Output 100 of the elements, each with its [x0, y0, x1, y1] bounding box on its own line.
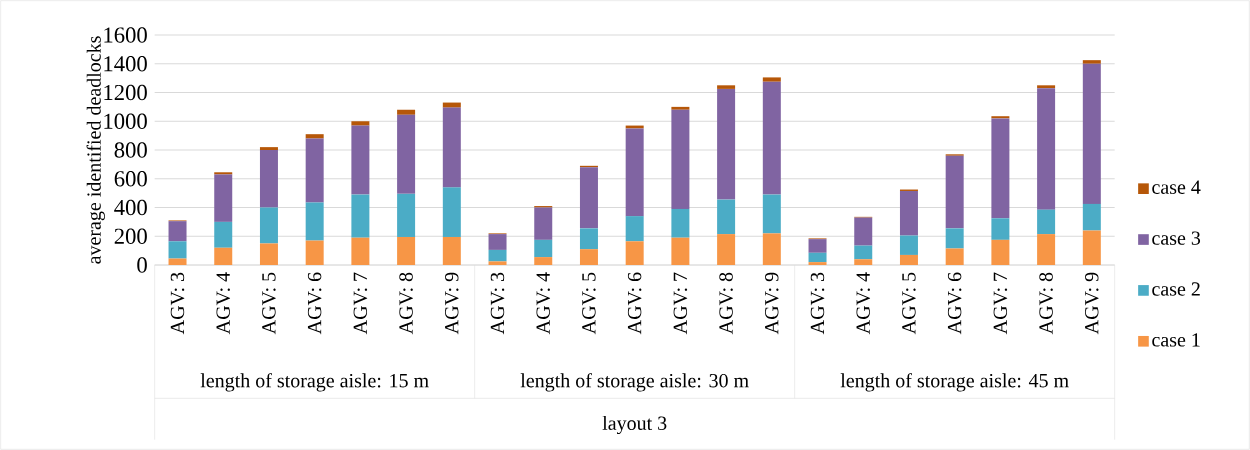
bar — [625, 241, 644, 265]
bar — [762, 81, 781, 195]
y-axis-title: average identified deadlocks — [86, 36, 105, 264]
x-tick-label: AGV: 7 — [353, 272, 368, 335]
bar — [945, 228, 964, 249]
legend-label: case 1 — [1152, 333, 1200, 347]
bar — [671, 208, 690, 238]
x-tick-label: AGV: 9 — [1085, 272, 1099, 335]
x-tick-label: AGV: 3 — [170, 272, 185, 335]
bar — [991, 118, 1010, 219]
bar — [214, 247, 233, 265]
text: length of storage aisle: 45 m — [840, 373, 1069, 392]
x-tick-label: AGV: 4 — [536, 272, 551, 335]
bar — [717, 88, 736, 200]
y-tick-label: 200 — [114, 228, 147, 244]
bar — [168, 221, 187, 242]
bar — [442, 236, 461, 265]
legend-label: case 3 — [1152, 231, 1201, 245]
x-tick-label: AGV: 7 — [673, 272, 688, 335]
x-tick-label: AGV: 4 — [216, 272, 231, 335]
x-tick-label: AGV: 8 — [1039, 272, 1053, 335]
bar — [762, 233, 781, 265]
bar — [579, 167, 598, 229]
x-tick-label: AGV: 5 — [902, 272, 916, 335]
bar — [717, 234, 736, 265]
bar — [899, 235, 918, 255]
bar — [397, 193, 416, 237]
bar — [397, 109, 416, 115]
bar — [1082, 230, 1101, 265]
bar — [808, 239, 827, 253]
x-tick-label: AGV: 4 — [856, 272, 871, 335]
bar — [168, 241, 187, 259]
bar — [671, 109, 690, 209]
bar — [488, 249, 507, 262]
y-tick-label: 600 — [114, 171, 147, 187]
bar — [717, 85, 736, 89]
x-tick-label: AGV: 9 — [445, 272, 459, 335]
bar — [579, 228, 598, 250]
bar — [351, 125, 370, 195]
x-tick-label: AGV: 8 — [719, 272, 733, 335]
bar — [899, 254, 918, 265]
bar — [945, 155, 964, 229]
x-tick-label: AGV: 8 — [399, 272, 413, 335]
bar — [762, 77, 781, 82]
bar — [259, 207, 278, 244]
y-tick-label: 1400 — [104, 56, 147, 72]
x-tick-label: AGV: 6 — [947, 272, 962, 335]
bar — [259, 147, 278, 150]
bar — [442, 107, 461, 188]
bar — [945, 248, 964, 265]
bar — [671, 237, 690, 265]
text: length of storage aisle: 30 m — [520, 373, 749, 392]
bar — [579, 249, 598, 265]
bar — [854, 259, 873, 265]
bar — [534, 207, 553, 240]
bar — [1037, 209, 1056, 235]
bar — [305, 240, 324, 265]
bar — [442, 102, 461, 108]
bar — [1037, 88, 1056, 210]
bar — [808, 252, 827, 263]
bar — [1082, 63, 1101, 204]
bar — [351, 194, 370, 238]
x-tick-label: AGV: 7 — [993, 272, 1008, 335]
bar — [488, 261, 507, 265]
bar — [534, 257, 553, 265]
y-tick-label: 400 — [114, 199, 147, 216]
legend-label: case 4 — [1152, 180, 1201, 194]
text: length of storage aisle: 15 m — [200, 373, 429, 392]
bar — [305, 202, 324, 241]
bar — [214, 174, 233, 222]
x-tick-label: AGV: 9 — [765, 272, 779, 335]
bar — [351, 237, 370, 265]
bar — [259, 150, 278, 208]
y-tick-label: 1600 — [104, 27, 147, 43]
bar — [305, 134, 324, 139]
bar — [1037, 234, 1056, 265]
bar — [854, 217, 873, 246]
bar — [991, 116, 1010, 119]
bar — [168, 258, 187, 265]
x-tick-label: AGV: 3 — [490, 272, 505, 335]
bar — [991, 239, 1010, 265]
bar — [762, 194, 781, 234]
x-tick-label: AGV: 5 — [582, 272, 596, 335]
bar — [625, 216, 644, 242]
bar — [214, 221, 233, 248]
x-tick-label: AGV: 6 — [627, 272, 642, 335]
bar — [214, 172, 233, 175]
bar — [1082, 203, 1101, 231]
bar — [671, 106, 690, 110]
y-tick-label: 0 — [137, 257, 147, 273]
bar — [1037, 85, 1056, 89]
bar — [808, 262, 827, 265]
bar — [899, 190, 918, 236]
bar — [854, 245, 873, 260]
bar — [397, 114, 416, 194]
bar — [488, 234, 507, 250]
y-tick-label: 800 — [114, 142, 147, 158]
bar — [351, 121, 370, 126]
bar — [625, 128, 644, 217]
bar — [717, 199, 736, 235]
